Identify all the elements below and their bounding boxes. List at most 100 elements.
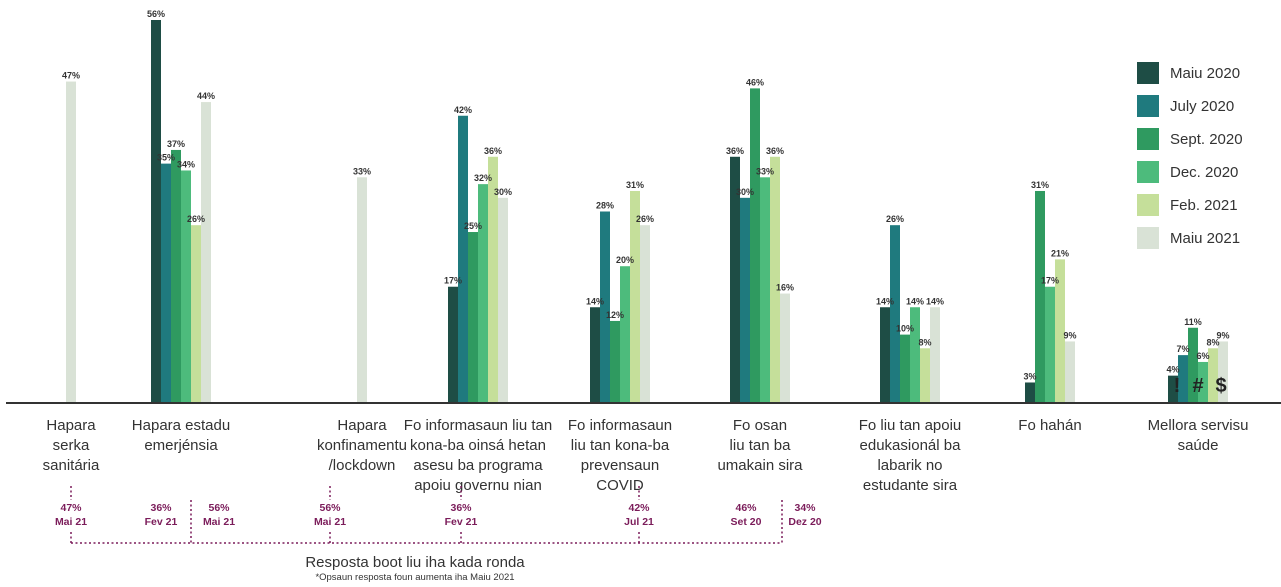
value-label: 17% xyxy=(444,276,462,286)
bar xyxy=(458,115,468,403)
legend-label: July 2020 xyxy=(1170,98,1234,115)
bar xyxy=(590,307,600,403)
bar xyxy=(1188,327,1198,403)
bar xyxy=(740,197,750,403)
highlight-month: Set 20 xyxy=(731,516,762,528)
bar xyxy=(1208,348,1218,403)
highlight-percent: 56% xyxy=(319,502,341,514)
value-label: 11% xyxy=(1184,317,1202,327)
category-label: Fo osan liu tan ba umakain sira xyxy=(717,417,803,474)
value-label: 6% xyxy=(1196,351,1209,361)
value-label: 26% xyxy=(886,214,904,224)
value-label: 36% xyxy=(726,146,744,156)
bar xyxy=(620,266,630,403)
bar xyxy=(1198,361,1208,403)
category-label: Hapara konfinamentu/lockdown xyxy=(317,417,407,474)
bar xyxy=(151,20,161,403)
bar xyxy=(1168,375,1178,403)
value-label: 33% xyxy=(353,166,371,176)
value-label: 8% xyxy=(918,337,931,347)
value-label: 46% xyxy=(746,77,764,87)
category-label: Mellora servisu saúde xyxy=(1148,417,1249,454)
value-label: 30% xyxy=(736,187,754,197)
legend-label: Maiu 2021 xyxy=(1170,230,1240,247)
value-label: 14% xyxy=(876,296,894,306)
value-label: 3% xyxy=(1023,371,1036,381)
bracket-label: Resposta boot liu iha kada ronda xyxy=(305,554,525,571)
footnote: *Opsaun resposta foun aumenta iha Maiu 2… xyxy=(315,572,514,583)
category-label: Hapara estadu emerjénsia xyxy=(132,417,230,454)
bar xyxy=(760,177,770,403)
highlight-month: Mai 21 xyxy=(203,516,235,528)
bar xyxy=(880,307,890,403)
bar xyxy=(448,286,458,403)
bar xyxy=(630,190,640,403)
value-label: 30% xyxy=(494,187,512,197)
highlight-percent: 42% xyxy=(628,502,650,514)
symbol-mark: ! xyxy=(1174,375,1181,397)
bar xyxy=(478,184,488,403)
value-label: 25% xyxy=(464,221,482,231)
value-label: 26% xyxy=(187,214,205,224)
category-label: Fo hahán xyxy=(1018,417,1081,434)
symbol-mark: # xyxy=(1192,375,1203,397)
value-label: 31% xyxy=(626,180,644,190)
value-label: 21% xyxy=(1051,248,1069,258)
bar xyxy=(910,307,920,403)
value-label: 56% xyxy=(147,9,165,19)
legend-swatch xyxy=(1137,62,1159,84)
value-label: 28% xyxy=(596,201,614,211)
legend-swatch xyxy=(1137,128,1159,150)
highlight-month: Fev 21 xyxy=(145,516,178,528)
value-label: 17% xyxy=(1041,276,1059,286)
bar xyxy=(1218,341,1228,403)
value-label: 35% xyxy=(157,153,175,163)
bar xyxy=(161,163,171,403)
bar xyxy=(488,156,498,403)
bar xyxy=(750,88,760,404)
bar xyxy=(1065,341,1075,403)
value-label: 12% xyxy=(606,310,624,320)
bar xyxy=(191,225,201,403)
bar xyxy=(890,225,900,403)
value-label: 7% xyxy=(1176,344,1189,354)
highlight-month: Jul 21 xyxy=(624,516,654,528)
highlight-month: Mai 21 xyxy=(55,516,87,528)
value-label: 4% xyxy=(1166,365,1179,375)
legend-label: Feb. 2021 xyxy=(1170,197,1238,214)
highlight-percent: 36% xyxy=(450,502,472,514)
highlight-percent: 34% xyxy=(794,502,816,514)
bar xyxy=(730,156,740,403)
legend-label: Dec. 2020 xyxy=(1170,164,1238,181)
bar xyxy=(181,170,191,403)
category-label: Fo informasaun liu tan kona-ba prevensaun C… xyxy=(568,417,672,494)
value-label: 14% xyxy=(906,296,924,306)
value-label: 8% xyxy=(1206,337,1219,347)
value-label: 32% xyxy=(474,173,492,183)
bar xyxy=(201,102,211,404)
value-label: 36% xyxy=(766,146,784,156)
bars-layer xyxy=(66,20,1228,404)
legend-label: Maiu 2020 xyxy=(1170,65,1240,82)
bar xyxy=(920,348,930,403)
bar xyxy=(498,197,508,403)
bar xyxy=(66,81,76,403)
value-label: 34% xyxy=(177,159,195,169)
bar xyxy=(770,156,780,403)
bar xyxy=(610,320,620,403)
bracket-layer xyxy=(70,500,783,544)
value-label: 9% xyxy=(1216,330,1229,340)
bar xyxy=(1178,355,1188,403)
value-label: 16% xyxy=(776,283,794,293)
value-label: 31% xyxy=(1031,180,1049,190)
value-label: 14% xyxy=(926,296,944,306)
value-label: 47% xyxy=(62,71,80,81)
category-label: Fo liu tan apoiu edukasionál ba labarik no… xyxy=(859,417,962,494)
symbol-mark: $ xyxy=(1215,375,1226,397)
bar xyxy=(171,149,181,403)
value-label: 26% xyxy=(636,214,654,224)
bar xyxy=(640,225,650,403)
value-labels-layer: 47% 56% 35% 37% 34% 26% 44% 33% 17% 42% 25% 32% 36% 3… xyxy=(62,9,1230,381)
highlight-percent: 47% xyxy=(60,502,82,514)
